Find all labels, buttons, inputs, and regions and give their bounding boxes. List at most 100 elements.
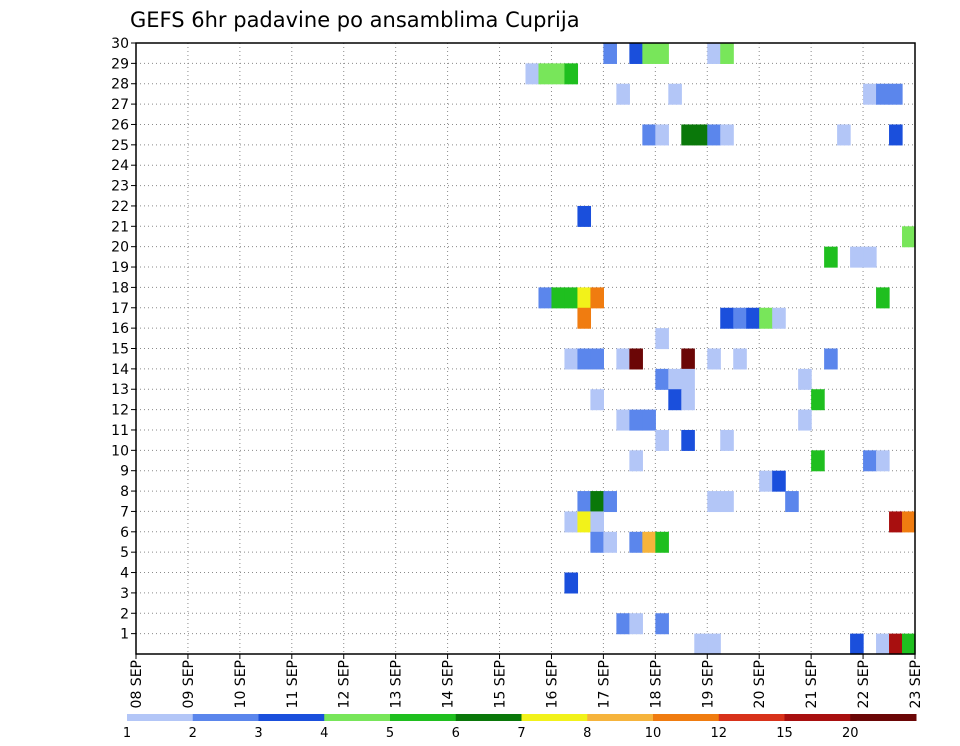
heatmap-cell <box>655 613 669 635</box>
colorbar-label: 7 <box>517 726 525 741</box>
heatmap-cell <box>590 287 604 309</box>
x-tick-label: 14 SEP <box>441 660 457 708</box>
heatmap-cell <box>876 633 890 655</box>
colorbar-label: 1 <box>123 726 131 741</box>
heatmap-cell <box>902 226 916 248</box>
colorbar-label: 6 <box>452 726 460 741</box>
heatmap-cell <box>746 307 760 329</box>
heatmap-cell <box>785 491 799 513</box>
heatmap-cell <box>616 83 630 105</box>
colorbar-label: 12 <box>710 726 727 741</box>
y-tick-label: 13 <box>111 382 129 398</box>
heatmap-cell <box>629 450 643 472</box>
y-tick-label: 23 <box>111 179 129 195</box>
heatmap-cell <box>876 83 890 105</box>
heatmap-cell <box>668 368 682 390</box>
heatmap-cell <box>642 124 656 146</box>
colorbar-segment <box>455 714 522 721</box>
x-tick-label: 18 SEP <box>648 660 664 708</box>
colorbar-label: 8 <box>583 726 591 741</box>
y-tick-label: 28 <box>111 77 129 93</box>
heatmap-cell <box>616 409 630 431</box>
x-tick-label: 10 SEP <box>233 660 249 708</box>
heatmap-cell <box>811 389 825 411</box>
colorbar: 1 2 3 4 5 6 7 8 10 12 15 20 <box>123 714 917 741</box>
x-tick-label: 20 SEP <box>752 660 768 708</box>
y-tick-label: 3 <box>120 586 129 602</box>
heatmap-cell <box>759 470 773 492</box>
heatmap-cell <box>902 633 916 655</box>
colorbar-label: 2 <box>189 726 197 741</box>
heatmap-cell <box>590 389 604 411</box>
heatmap-cell <box>629 348 643 370</box>
heatmap-cell <box>707 124 721 146</box>
colorbar-segment <box>653 714 720 721</box>
colorbar-segment <box>192 714 259 721</box>
heatmap-cell <box>655 43 669 64</box>
heatmap-cell <box>590 511 604 533</box>
y-tick-label: 7 <box>120 504 129 520</box>
heatmap-cell <box>603 491 617 513</box>
y-tick-label: 5 <box>120 545 129 561</box>
colorbar-label: 4 <box>320 726 328 741</box>
heatmap-cell <box>655 328 669 350</box>
heatmap-cell <box>551 63 566 85</box>
heatmap-cell <box>720 429 734 451</box>
heatmap-cell <box>603 531 617 553</box>
y-tick-label: 12 <box>111 403 129 419</box>
y-tick-label: 1 <box>120 627 129 643</box>
y-axis: 1234567891011121314151617181920212223242… <box>111 36 136 643</box>
y-tick-label: 22 <box>111 199 129 215</box>
heatmap-cell <box>694 124 708 146</box>
heatmap-cell <box>525 63 540 85</box>
heatmap-cell <box>902 511 916 533</box>
heatmap-cell <box>616 348 630 370</box>
x-tick-label: 23 SEP <box>908 660 924 708</box>
x-tick-label: 19 SEP <box>700 660 716 708</box>
y-tick-label: 17 <box>111 301 129 317</box>
colorbar-segment <box>521 714 588 721</box>
colorbar-segment <box>324 714 391 721</box>
colorbar-segment <box>850 714 917 721</box>
y-tick-label: 11 <box>111 423 129 439</box>
heatmap-cell <box>564 572 579 594</box>
heatmap-cell <box>681 124 695 146</box>
heatmap-cell <box>720 43 734 64</box>
heatmap-cell <box>863 246 877 268</box>
heatmap-cell <box>733 348 747 370</box>
y-tick-label: 30 <box>111 36 129 52</box>
y-tick-label: 15 <box>111 342 129 358</box>
heatmap-cell <box>876 450 890 472</box>
y-tick-label: 9 <box>120 464 129 480</box>
heatmap-cell <box>772 307 786 329</box>
x-tick-label: 11 SEP <box>285 660 301 708</box>
heatmap-cell <box>863 450 877 472</box>
heatmap-cell <box>681 348 695 370</box>
colorbar-segment <box>258 714 325 721</box>
heatmap-cell <box>850 246 864 268</box>
heatmap-cell <box>655 124 669 146</box>
heatmap-cell <box>824 348 838 370</box>
heatmap-cell <box>720 124 734 146</box>
x-tick-label: 12 SEP <box>337 660 353 708</box>
x-tick-label: 22 SEP <box>856 660 872 708</box>
heatmap-cell <box>863 83 877 105</box>
heatmap-cell <box>564 287 579 309</box>
y-tick-label: 20 <box>111 240 129 256</box>
x-tick-label: 09 SEP <box>181 660 197 708</box>
heatmap-cell <box>564 511 579 533</box>
heatmap-cell <box>564 348 579 370</box>
heatmap-cell <box>889 511 903 533</box>
heatmap-cell <box>564 63 579 85</box>
grid <box>136 43 915 654</box>
heatmap-cell <box>629 531 643 553</box>
heatmap-cell <box>707 43 721 64</box>
heatmap-cell <box>759 307 773 329</box>
y-tick-label: 14 <box>111 362 129 378</box>
heatmap-cell <box>616 613 630 635</box>
heatmap-cell <box>850 633 864 655</box>
y-tick-label: 21 <box>111 219 129 235</box>
y-tick-label: 2 <box>120 606 129 622</box>
heatmap-cell <box>577 287 592 309</box>
